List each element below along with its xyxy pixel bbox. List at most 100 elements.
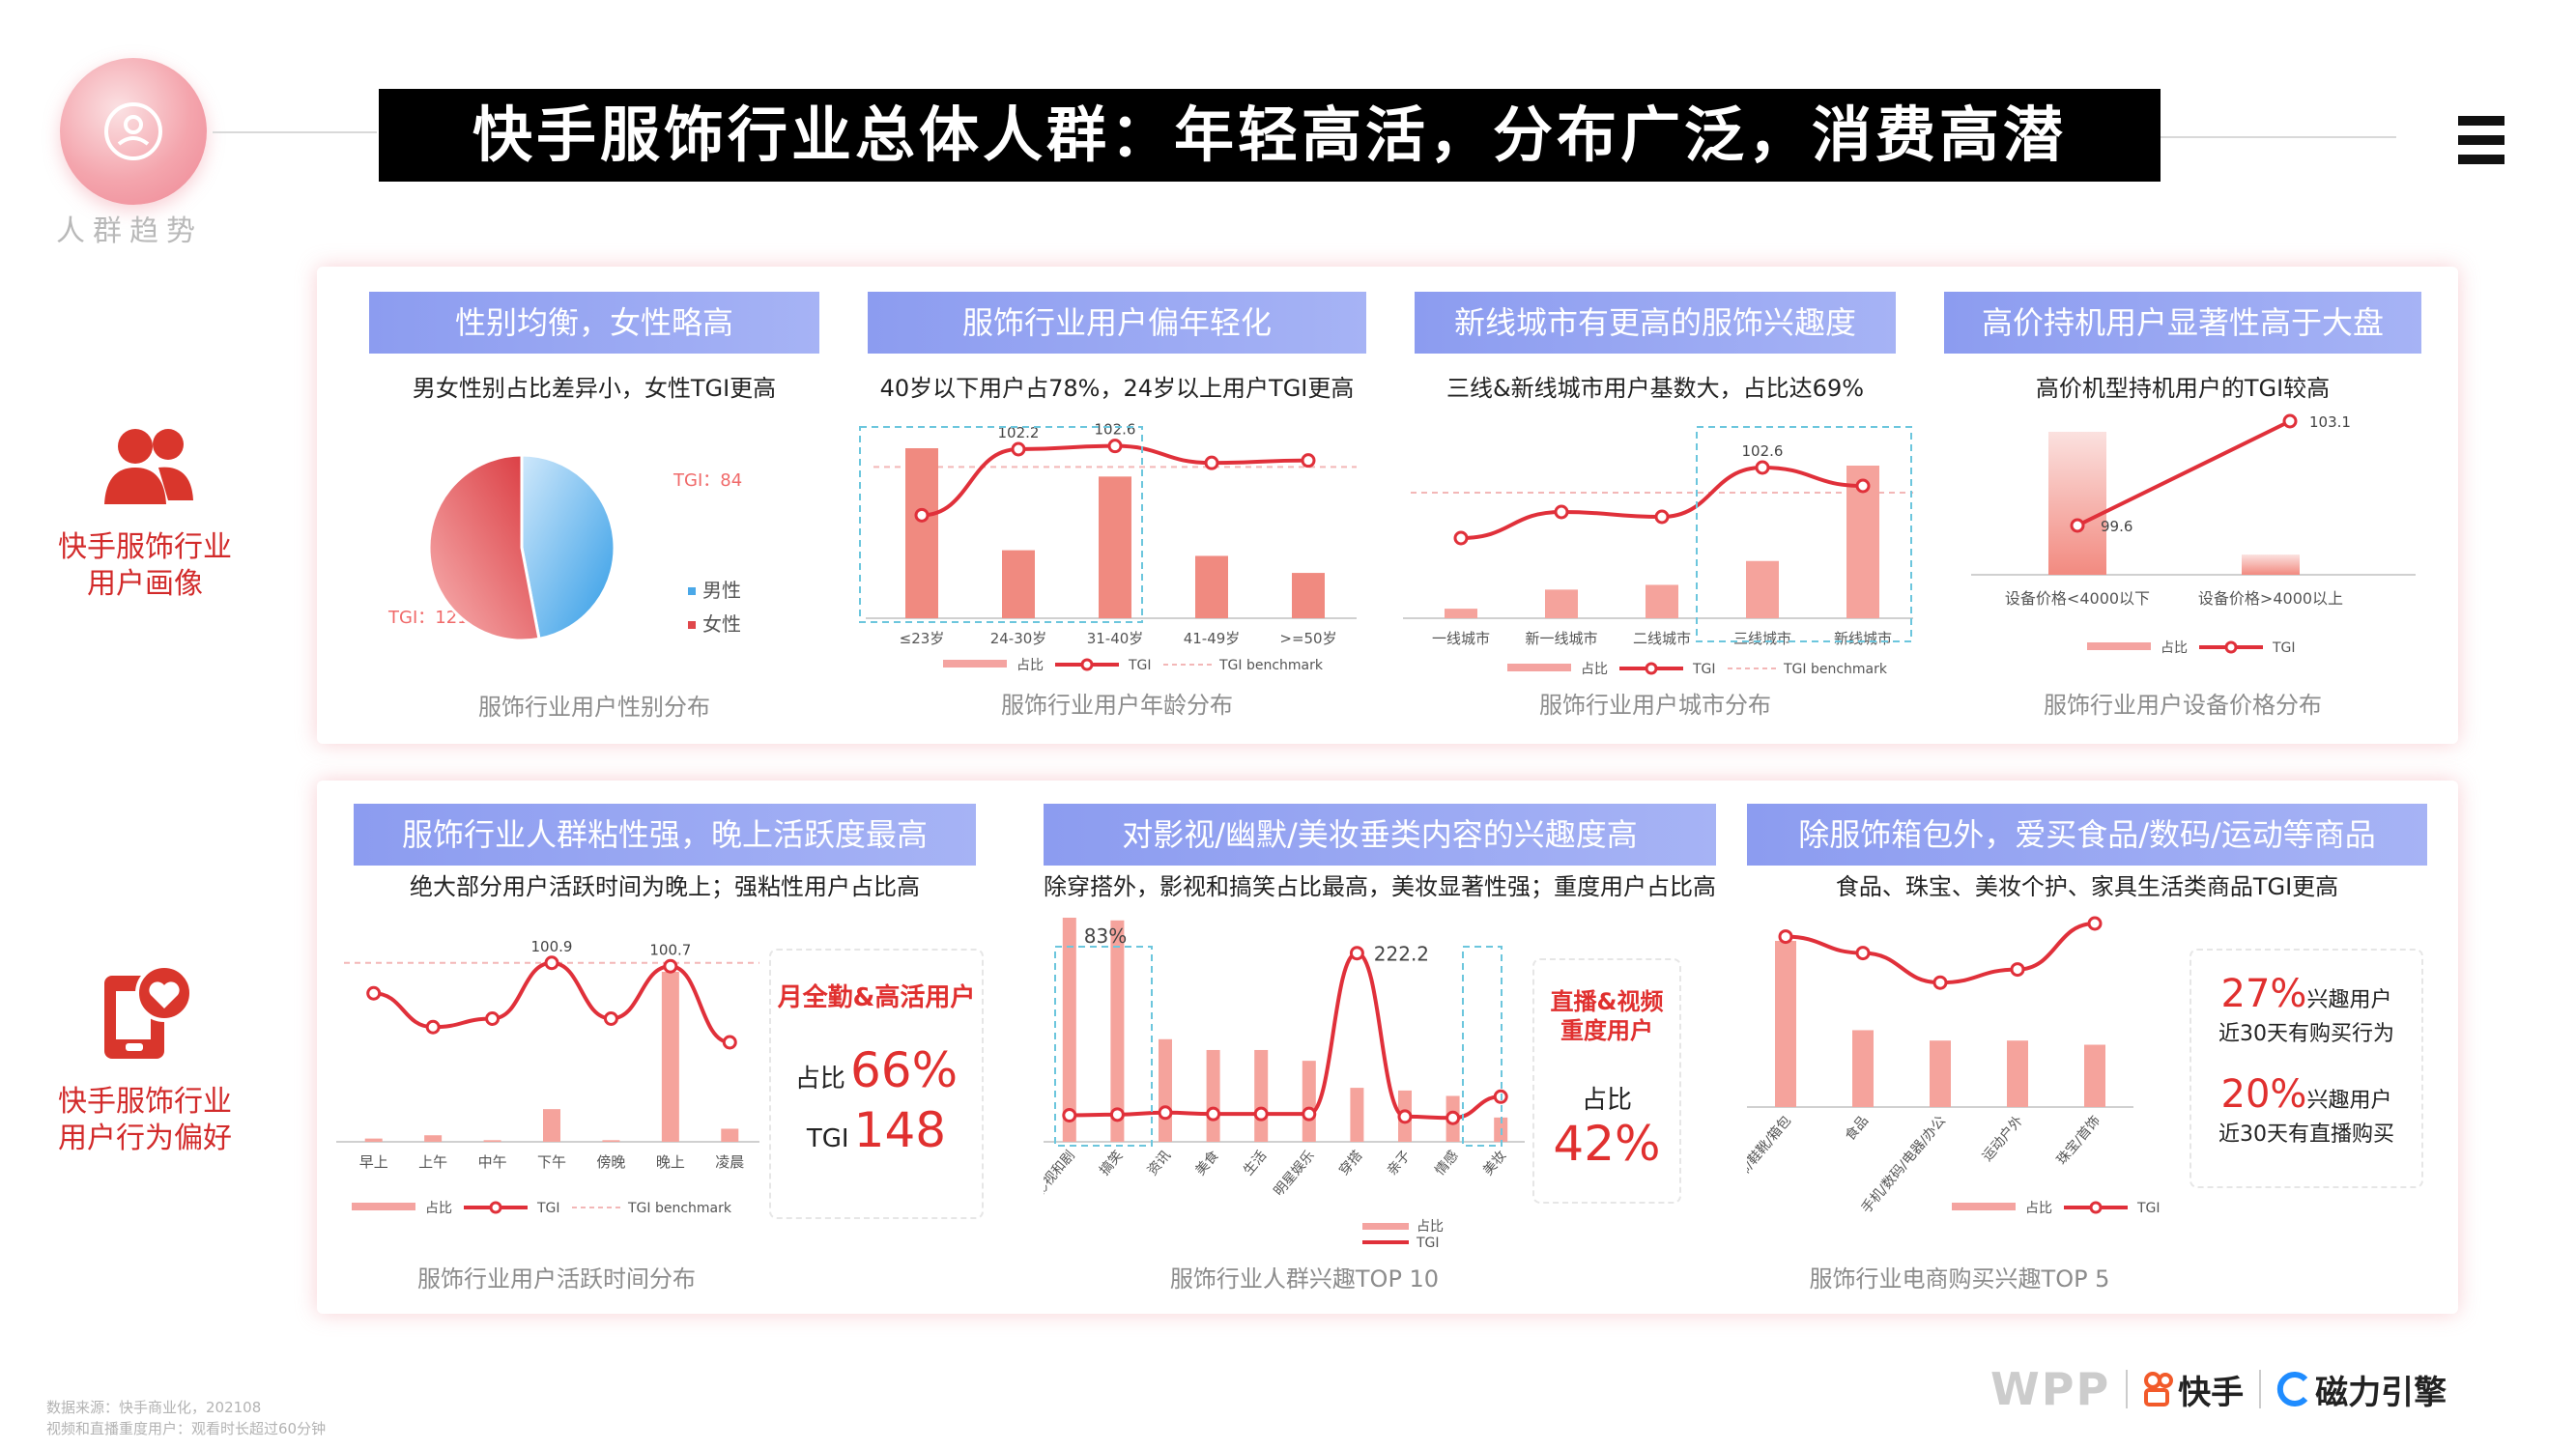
tick-label: 新线城市 <box>1834 630 1892 647</box>
legend-swatch-female <box>688 621 696 629</box>
tgi-point-3 <box>1755 460 1770 475</box>
chart-subtitle: 三线&新线城市用户基数大，占比达69% <box>1445 375 1865 402</box>
tick-label: 食品 <box>1842 1113 1872 1144</box>
tgi-point-3 <box>1204 455 1219 470</box>
tgi-point-1 <box>1855 946 1871 961</box>
data-label: 102.6 <box>1095 421 1136 439</box>
legend-label: TGI <box>2136 1201 2161 1216</box>
bar-6 <box>1350 1088 1364 1142</box>
callout-title: 月全勤&高活用户 <box>777 983 976 1012</box>
legend-label: TGI <box>1416 1236 1440 1251</box>
bar-1 <box>1002 550 1035 618</box>
definition-note: 视频和直播重度用户：观看时长超过60分钟 <box>46 1420 327 1437</box>
bar-0 <box>2048 432 2106 575</box>
bar-1 <box>2242 554 2300 575</box>
chart-caption: 服饰行业用户年龄分布 <box>1001 692 1233 719</box>
legend-marker-tgi <box>1645 662 1658 675</box>
tick-label: 美食 <box>1192 1148 1222 1179</box>
user-profile-icon <box>104 102 162 160</box>
callout-label: 兴趣用户 <box>2306 1089 2392 1113</box>
legend-swatch-share <box>1507 664 1571 671</box>
callout-share-value: 66% <box>849 1042 959 1098</box>
tgi-point-2 <box>1932 975 1948 990</box>
data-label: 102.2 <box>998 424 1040 441</box>
legend: 占比 TGI TGI benchmark <box>943 658 1324 673</box>
tgi-point-0 <box>1062 1108 1077 1123</box>
legend-swatch-share <box>2087 642 2151 650</box>
tick-label: 二线城市 <box>1633 630 1691 647</box>
pie-slice <box>520 453 616 641</box>
tick-label: 中午 <box>478 1153 507 1171</box>
brand-logos: WPP 快手 磁力引擎 <box>1990 1362 2474 1416</box>
callout-share-label: 占比 <box>794 1065 845 1094</box>
title-rule-right <box>2161 136 2396 138</box>
tgi-point-1 <box>1011 441 1026 457</box>
chart-header: 性别均衡，女性略高 <box>369 292 819 354</box>
logo-divider <box>2259 1370 2262 1408</box>
callout-tgi-label: TGI <box>806 1124 849 1153</box>
chart-header: 高价持机用户显著性高于大盘 <box>1944 292 2421 354</box>
tick-label: 生活 <box>1241 1148 1270 1179</box>
tgi-point-3 <box>1206 1106 1221 1122</box>
tick-label: 影视和剧 <box>1044 1148 1078 1199</box>
tgi-point-6 <box>1349 946 1364 961</box>
cili-logo-text: 磁力引擎 <box>2315 1373 2447 1412</box>
tgi-point-2 <box>485 1011 501 1026</box>
tick-label: 服饰/鞋靴/箱包 <box>1747 1113 1794 1192</box>
chart-caption: 服饰行业电商购买兴趣TOP 5 <box>1809 1265 2110 1293</box>
phone-heart-icon <box>104 966 193 1059</box>
bar-0 <box>1062 918 1076 1142</box>
menu-icon[interactable] <box>2458 116 2504 170</box>
legend-marker-tgi <box>489 1201 502 1214</box>
tick-label: 下午 <box>537 1153 566 1171</box>
chart-subtitle: 40岁以下用户占78%，24岁以上用户TGI更高 <box>879 375 1355 402</box>
bar-2 <box>1099 476 1131 618</box>
heavy-users-callout: 直播&视频 重度用户 占比 42% <box>1532 958 1681 1204</box>
tick-label: 搞笑 <box>1097 1148 1126 1179</box>
chart-header: 对影视/幽默/美妆垂类内容的兴趣度高 <box>1044 804 1716 866</box>
callout-title-line: 直播&视频 <box>1550 988 1664 1015</box>
chart-subtitle: 绝大部分用户活跃时间为晚上；强粘性用户占比高 <box>410 873 920 900</box>
tick-label: 情感 <box>1432 1148 1462 1179</box>
gender-pie-chart: TGI：84 TGI：121 男性 女性 <box>387 453 742 642</box>
tick-label: 31-40岁 <box>1087 630 1144 647</box>
highlight-frame <box>1696 426 1912 642</box>
bar-3 <box>1195 555 1228 618</box>
chart-caption: 服饰行业用户性别分布 <box>478 694 710 721</box>
chart-header: 新线城市有更高的服饰兴趣度 <box>1415 292 1896 354</box>
tgi-point-7 <box>1397 1109 1413 1124</box>
legend: 占比 TGI <box>2087 640 2296 656</box>
legend-label: TGI <box>1692 662 1716 676</box>
tgi-female-label: TGI：121 <box>387 608 469 628</box>
bar-1 <box>1852 1030 1874 1107</box>
legend-swatch-share <box>1362 1223 1409 1230</box>
tgi-point-6 <box>722 1035 737 1050</box>
data-source: 数据来源：快手商业化，202108 <box>46 1399 262 1416</box>
chart-subtitle: 除穿搭外，影视和搞笑占比最高，美妆显著性强；重度用户占比高 <box>1044 873 1716 900</box>
tick-label: 资讯 <box>1145 1148 1174 1179</box>
legend-label: 占比 <box>2161 640 2188 656</box>
tgi-male-label: TGI：84 <box>673 470 742 491</box>
bar-4 <box>2084 1044 2105 1107</box>
tick-label: >=50岁 <box>1279 630 1336 647</box>
bar-2 <box>483 1140 501 1142</box>
bar-3 <box>2007 1040 2028 1107</box>
tick-label: 珠宝/首饰 <box>2054 1113 2104 1168</box>
tgi-point-2 <box>1107 439 1123 454</box>
bar-0 <box>1775 941 1796 1107</box>
tgi-point-0 <box>1453 530 1469 546</box>
footnote: 数据来源：快手商业化，202108 视频和直播重度用户：观看时长超过60分钟 <box>46 1397 452 1439</box>
tick-label: 明星娱乐 <box>1272 1148 1318 1199</box>
bar-4 <box>1292 573 1325 618</box>
tick-label: ≤23岁 <box>900 630 945 647</box>
section-label-line: 用户画像 <box>87 567 203 601</box>
legend-label: TGI benchmark <box>1218 658 1324 673</box>
tgi-point-2 <box>1654 509 1670 525</box>
legend-label: TGI <box>2272 640 2296 656</box>
tick-label: 24-30岁 <box>990 630 1047 647</box>
data-label: 222.2 <box>1374 943 1429 966</box>
legend: 占比 TGI TGI benchmark <box>352 1201 732 1216</box>
